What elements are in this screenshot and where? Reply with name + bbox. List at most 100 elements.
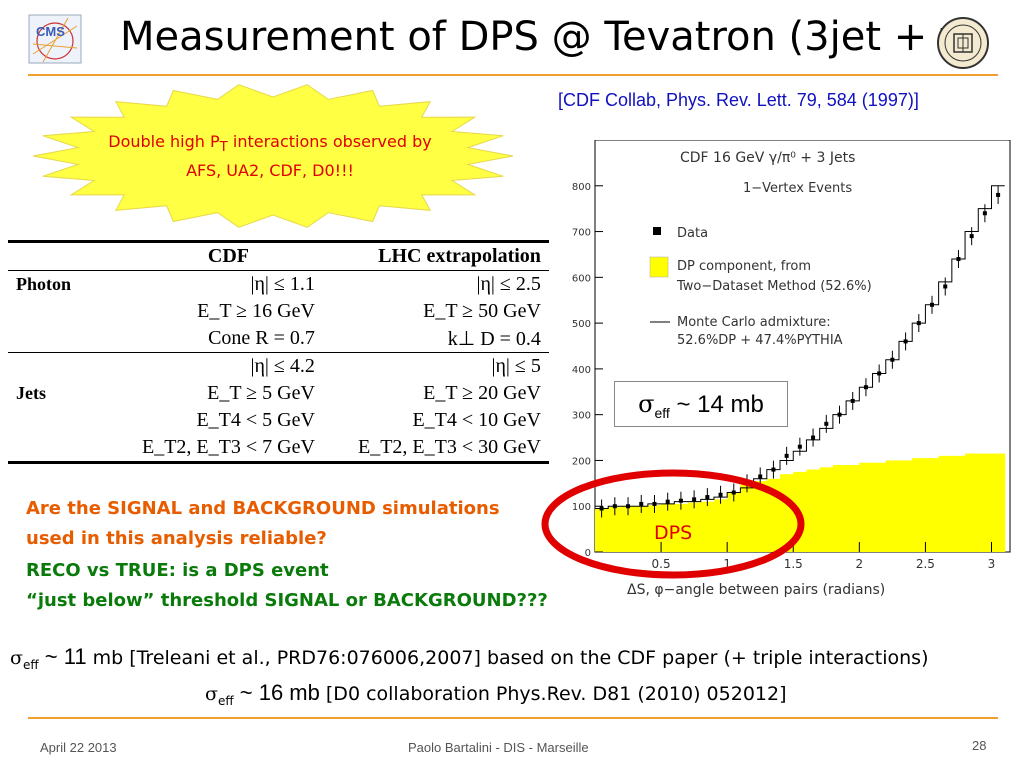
x-tick-label: 1.5 [784, 557, 803, 571]
data-point [890, 350, 895, 369]
data-point [652, 494, 657, 513]
data-point [969, 227, 974, 246]
question-line: Are the SIGNAL and BACKGROUND simulation… [26, 498, 500, 519]
data-point [639, 494, 644, 513]
sigma-reference: mb [Treleani et al., PRD76:076006,2007] … [86, 647, 929, 669]
dp-bar [951, 455, 966, 552]
dp-bar [991, 453, 1006, 552]
table-cell: Cone R = 0.7 [208, 327, 315, 349]
dp-bar [634, 506, 649, 552]
dp-bar [885, 460, 900, 552]
table-cell: |η| ≤ 4.2 [134, 352, 323, 380]
dp-bar [595, 508, 609, 552]
y-tick-label: 0 [585, 548, 591, 559]
legend-mc-label: 52.6%DP + 47.4%PYTHIA [677, 333, 843, 348]
sigma-value: ~ 16 mb [233, 680, 320, 705]
y-tick-label: 700 [572, 228, 591, 239]
row-group-label: Jets [16, 383, 46, 403]
data-point [599, 499, 604, 518]
dp-bar [846, 465, 860, 552]
data-point [982, 204, 987, 223]
dp-bar [819, 467, 834, 552]
data-point [903, 332, 908, 351]
dp-bar [647, 505, 662, 552]
legend-dp-label: Two−Dataset Method (52.6%) [676, 279, 872, 294]
table-row: Jets E_T ≥ 5 GeV E_T ≥ 20 GeV [8, 380, 549, 407]
data-point [626, 497, 631, 516]
table-row: |η| ≤ 4.2 |η| ≤ 5 [8, 352, 549, 380]
dp-bar [912, 458, 926, 552]
dp-bar [713, 499, 728, 552]
sigma-symbol: σ [638, 390, 655, 418]
data-point [784, 446, 789, 465]
dps-plot-svg: 0 100 200 300 400 500 600 700 800 0.5 1 1.5 2 2.5 3 C… [572, 139, 1011, 598]
table-header: CDF [134, 240, 323, 271]
sigma-subscript: eff [217, 693, 234, 708]
table-cell: |η| ≤ 2.5 [322, 270, 549, 298]
footer-divider [28, 717, 998, 719]
cdf-reference: [CDF Collab, Phys. Rev. Lett. 79, 584 (1… [558, 90, 919, 110]
sigma-eff-treleani: σeff ~ 11 mb [Treleani et al., PRD76:076… [10, 644, 929, 672]
data-point [850, 391, 855, 410]
footer-date: April 22 2013 [40, 740, 117, 755]
table-cell: E_T4 < 10 GeV [412, 409, 541, 431]
table-row: E_T2, E_T3 < 7 GeV E_T2, E_T3 < 30 GeV [8, 434, 549, 464]
page-title: Measurement of DPS @ Tevatron (3jet + γ) [120, 14, 980, 60]
dps-plot: 0 100 200 300 400 500 600 700 800 0.5 1 1.5 2 2.5 3 C… [555, 139, 1015, 602]
plot-subtitle: 1−Vertex Events [743, 181, 852, 196]
table-cell: E_T4 < 5 GeV [196, 409, 315, 431]
sigma-value: ~ 14 mb [669, 391, 764, 418]
plot-title: CDF 16 GeV γ/π⁰ + 3 Jets [680, 150, 855, 166]
data-point [996, 185, 1001, 204]
dp-bar [740, 483, 755, 552]
x-tick-label: 2.5 [916, 557, 935, 571]
dp-bar [687, 502, 702, 552]
x-tick-label: 0.5 [652, 557, 671, 571]
dp-bar [621, 506, 636, 552]
y-tick-label: 400 [572, 365, 591, 376]
question-line: used in this analysis reliable? [26, 528, 327, 549]
data-point [824, 414, 829, 433]
dps-highlight-ellipse [540, 468, 806, 580]
y-tick-label: 800 [572, 182, 591, 193]
legend-data-label: Data [677, 226, 708, 241]
table-cell: E_T2, E_T3 < 7 GeV [134, 434, 323, 464]
data-point [665, 492, 670, 511]
data-point [692, 490, 697, 509]
table-cell: E_T ≥ 20 GeV [423, 382, 541, 404]
dp-bar [753, 481, 768, 552]
data-point [837, 405, 842, 424]
legend-dp-swatch [649, 256, 669, 278]
dp-bar [727, 492, 741, 552]
legend-dp-label: DP component, from [677, 259, 811, 274]
dp-bar [832, 465, 847, 552]
dp-bar [608, 507, 622, 552]
y-tick-label: 500 [572, 319, 591, 330]
data-point [705, 488, 710, 507]
table-row: E_T4 < 5 GeV E_T4 < 10 GeV [8, 407, 549, 434]
table-row: Cone R = 0.7 k⊥ D = 0.4 [8, 325, 549, 353]
data-point [930, 295, 935, 314]
dp-bar [965, 453, 979, 552]
sigma-symbol: σ [205, 683, 218, 705]
table-cell: |η| ≤ 5 [322, 352, 549, 380]
footer-author: Paolo Bartalini - DIS - Marseille [408, 740, 589, 755]
y-tick-label: 300 [572, 411, 591, 422]
data-point [771, 460, 776, 479]
table-header: LHC extrapolation [322, 240, 549, 271]
data-point [916, 314, 921, 333]
callout-text: Double high PT interactions observed by … [108, 132, 432, 181]
legend-mc-label: Monte Carlo admixture: [677, 315, 831, 330]
y-tick-label: 200 [572, 456, 591, 467]
table-row: E_T ≥ 16 GeV E_T ≥ 50 GeV [8, 298, 549, 325]
data-point [678, 491, 683, 510]
university-seal [936, 16, 990, 70]
dp-bar [898, 460, 913, 552]
title-divider [28, 74, 998, 76]
data-point [863, 378, 868, 397]
callout-burst [30, 82, 516, 230]
x-axis-label: ΔS, φ−angle between pairs (radians) [627, 582, 885, 598]
y-tick-label: 600 [572, 273, 591, 284]
row-group-label: Photon [8, 270, 134, 298]
data-point [718, 485, 723, 504]
